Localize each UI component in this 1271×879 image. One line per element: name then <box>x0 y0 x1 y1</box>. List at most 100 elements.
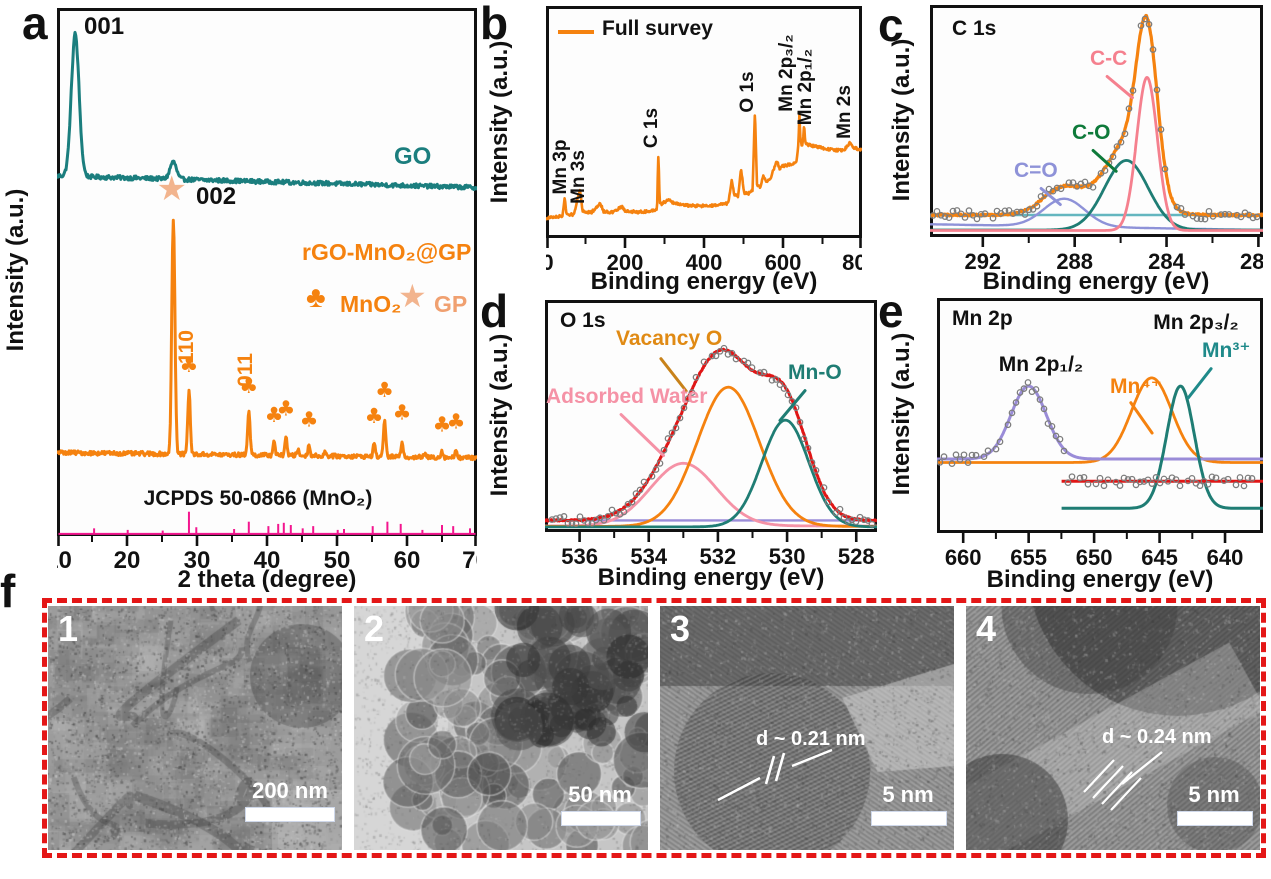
survey-legend-label: Full survey <box>602 17 713 40</box>
c1s-label-co: C-O <box>1072 121 1111 144</box>
xrd-miller-011: 011 <box>233 353 257 387</box>
svg-text:645: 645 <box>1141 545 1178 570</box>
xrd-jcpds-label: JCPDS 50-0866 (MnO₂) <box>143 487 373 510</box>
survey-legend-swatch <box>558 30 594 34</box>
panel-c-ylabel: Intensity (a.u.) <box>888 38 915 202</box>
tem-canvas-2 <box>354 606 648 850</box>
svg-text:♣: ♣ <box>447 409 466 433</box>
svg-text:♣: ♣ <box>265 403 284 427</box>
c1s-title: C 1s <box>952 17 997 40</box>
svg-text:280: 280 <box>1240 249 1263 274</box>
tem-image-1: 1 200 nm <box>48 606 342 850</box>
star-icon: ★ <box>398 278 427 314</box>
svg-text:70: 70 <box>462 547 477 574</box>
tem-scalebar-1 <box>246 808 334 821</box>
svg-text:♣: ♣ <box>433 413 452 437</box>
mn2p32-label: Mn 2p₃/₂ <box>1153 311 1239 334</box>
tem-scalebar-4 <box>1178 812 1252 825</box>
c1s-chart: 292 288 284 280 <box>930 5 1263 274</box>
svg-text:♣: ♣ <box>393 400 412 424</box>
survey-chart: 0 200 400 600 800 <box>546 6 862 275</box>
xrd-miller-110: 110 <box>174 330 198 364</box>
svg-text:40: 40 <box>254 547 281 574</box>
xrd-go-label: GO <box>394 143 432 170</box>
panel-f-letter: f <box>0 565 16 617</box>
mn2p12-label: Mn 2p₁/₂ <box>998 353 1084 376</box>
svg-text:♣: ♣ <box>276 396 295 420</box>
svg-text:★: ★ <box>157 169 187 209</box>
c1s-label-c2o: C=O <box>1014 159 1058 182</box>
tem-scalebar-label-3: 5 nm <box>882 782 934 807</box>
xrd-chart: 10203040506070♣♣♣♣♣♣♣♣♣♣★ <box>57 8 477 574</box>
panel-c-xlabel: Binding energy (eV) <box>982 268 1210 295</box>
o1s-label-vacancy: Vacancy O <box>616 327 723 350</box>
panel-d-xlabel: Binding energy (eV) <box>597 564 825 591</box>
tem-canvas-3 <box>660 606 954 850</box>
panel-e-ylabel: Intensity (a.u.) <box>888 332 915 496</box>
svg-text:♣: ♣ <box>375 378 394 402</box>
xrd-peak-001-label: 001 <box>84 13 125 40</box>
o1s-title: O 1s <box>560 309 606 332</box>
panel-b-ylabel: Intensity (a.u.) <box>486 40 513 204</box>
panel-a-letter: a <box>22 0 48 49</box>
tem-number-4: 4 <box>976 608 997 649</box>
survey-label-mn2s: Mn 2s <box>834 85 856 139</box>
svg-text:30: 30 <box>184 547 211 574</box>
panel-e-xlabel: Binding energy (eV) <box>986 566 1214 593</box>
svg-text:292: 292 <box>964 249 1001 274</box>
svg-text:400: 400 <box>686 250 723 275</box>
xrd-sample-label: rGO-MnO₂@GP <box>302 239 472 265</box>
panel-b-letter: b <box>480 0 509 49</box>
c1s-label-cc: C-C <box>1090 47 1128 70</box>
svg-text:60: 60 <box>394 547 421 574</box>
o1s-chart: 536 534 532 530 528 <box>545 300 877 569</box>
survey-label-mn2p32: Mn 2p₃/₂ <box>776 34 798 112</box>
svg-text:288: 288 <box>1056 249 1093 274</box>
svg-text:♣: ♣ <box>239 374 258 398</box>
svg-text:640: 640 <box>1207 545 1244 570</box>
svg-text:528: 528 <box>838 544 875 569</box>
survey-label-c1s: C 1s <box>641 107 663 149</box>
tem-scalebar-label-2: 50 nm <box>568 782 632 807</box>
tem-scalebar-label-1: 200 nm <box>252 778 328 803</box>
svg-text:0: 0 <box>546 250 554 275</box>
svg-text:10: 10 <box>57 547 72 574</box>
tem-scalebar-2 <box>562 812 640 825</box>
panel-a-xlabel: 2 theta (degree) <box>177 566 357 593</box>
svg-text:800: 800 <box>842 250 862 275</box>
panel-e-letter: e <box>878 285 904 337</box>
svg-text:20: 20 <box>114 547 141 574</box>
svg-text:200: 200 <box>607 250 644 275</box>
svg-text:532: 532 <box>700 544 737 569</box>
club-icon: ♣ <box>306 281 326 314</box>
xrd-peak-002-label: 002 <box>196 183 237 210</box>
tem-image-4: 4 d ~ 0.24 nm 5 nm <box>966 606 1260 850</box>
tem-number-2: 2 <box>364 608 385 649</box>
panel-c-letter: c <box>878 0 904 51</box>
survey-label-mn2p12: Mn 2p₁/₂ <box>795 48 817 126</box>
panel-b-xlabel: Binding energy (eV) <box>590 268 818 295</box>
svg-text:536: 536 <box>561 544 598 569</box>
tem-scalebar-3 <box>872 812 946 825</box>
tem-scalebar-label-4: 5 nm <box>1188 782 1240 807</box>
svg-text:50: 50 <box>324 547 351 574</box>
svg-text:♣: ♣ <box>300 407 319 431</box>
tem-number-3: 3 <box>670 608 691 649</box>
svg-text:♣: ♣ <box>365 404 384 428</box>
svg-text:284: 284 <box>1148 249 1185 274</box>
xrd-legend-mno2: MnO₂ <box>340 291 402 317</box>
svg-text:650: 650 <box>1076 545 1113 570</box>
mn2p-title: Mn 2p <box>952 307 1013 330</box>
o1s-label-water: Adsorbed Water <box>546 385 708 408</box>
svg-text:600: 600 <box>765 250 802 275</box>
panel-d-ylabel: Intensity (a.u.) <box>486 333 513 497</box>
mn3-label: Mn³⁺ <box>1202 339 1251 362</box>
svg-text:♣: ♣ <box>180 353 199 377</box>
survey-label-mn3s: Mn 3s <box>568 150 590 204</box>
tem-image-2: 2 50 nm <box>354 606 648 850</box>
tem-dspacing-label-4: d ~ 0.24 nm <box>1102 726 1212 748</box>
survey-label-o1s: O 1s <box>737 71 759 113</box>
o1s-label-mno: Mn-O <box>788 361 842 384</box>
tem-image-3: 3 d ~ 0.21 nm 5 nm <box>660 606 954 850</box>
